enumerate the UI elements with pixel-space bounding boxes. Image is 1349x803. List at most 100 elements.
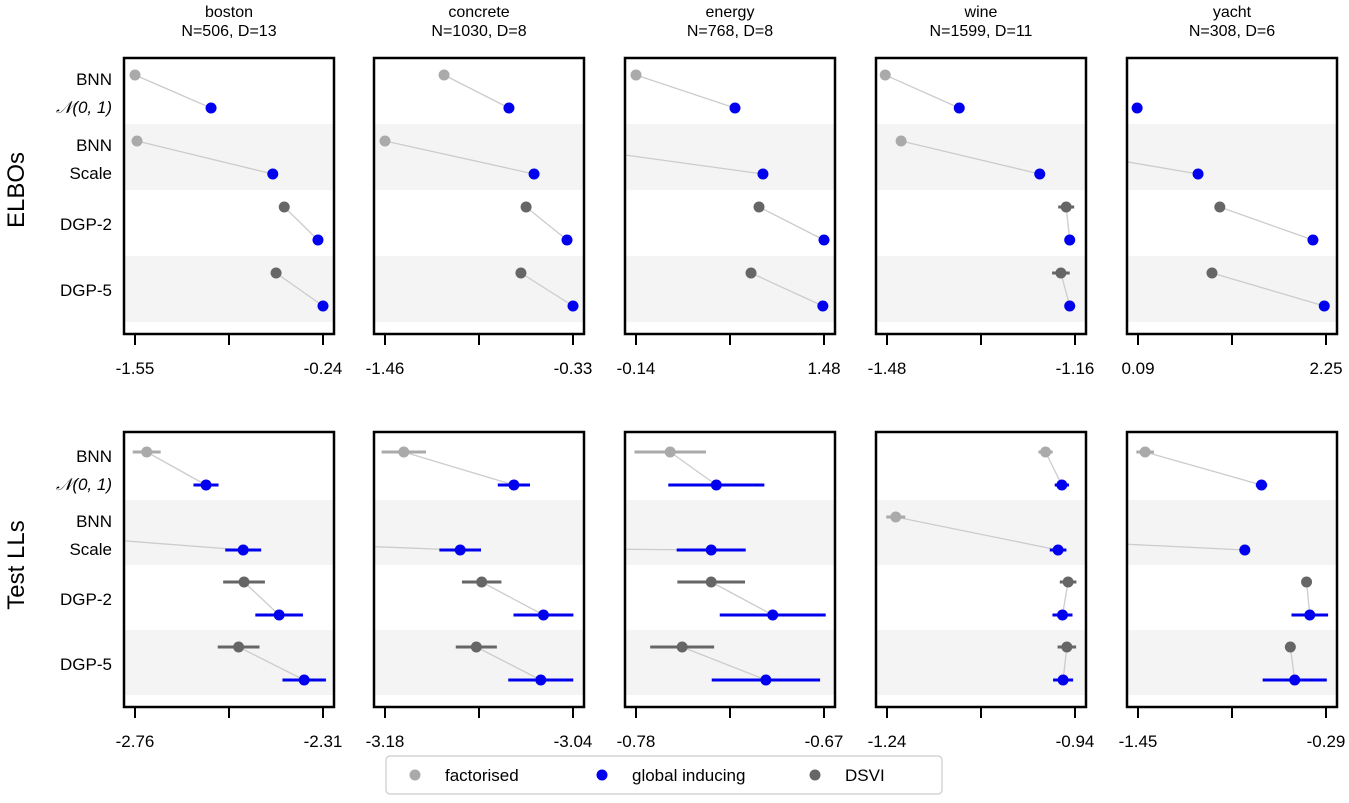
category-band	[1127, 500, 1337, 565]
connector-line	[136, 140, 273, 175]
dataset-subtitle: N=506, D=13	[181, 23, 276, 40]
connector-line	[750, 272, 824, 307]
category-band	[374, 124, 584, 190]
point-factorised	[141, 446, 153, 458]
point-dsvi	[520, 201, 532, 213]
connector-line	[443, 74, 510, 109]
connector-line	[1044, 451, 1063, 486]
connector-line	[476, 646, 542, 681]
category-band	[374, 565, 584, 630]
point-global-inducing	[1034, 168, 1046, 180]
row-ylabel: Test LLs	[3, 520, 30, 609]
point-global-inducing	[298, 674, 310, 686]
point-global-inducing	[710, 479, 722, 491]
point-factorised	[630, 69, 642, 81]
category-band	[625, 124, 835, 190]
category-band	[1127, 630, 1337, 695]
point-factorised	[1040, 446, 1052, 458]
connector-line	[283, 206, 319, 241]
point-global-inducing	[200, 479, 212, 491]
category-band	[374, 190, 584, 256]
category-band	[876, 565, 1086, 630]
legend-label: factorised	[445, 766, 519, 785]
panel-energy-elbos	[625, 58, 835, 322]
x-tick-label: -0.33	[554, 359, 593, 378]
category-label: DGP-2	[60, 590, 112, 609]
category-band	[374, 500, 584, 565]
point-global-inducing	[767, 609, 779, 621]
panel-yacht-test-lls	[1127, 435, 1337, 695]
panel-yacht-elbos	[1127, 58, 1337, 322]
point-global-inducing	[535, 674, 547, 686]
connector-line	[146, 451, 207, 486]
connector-line	[1065, 206, 1071, 241]
point-global-inducing	[818, 234, 830, 246]
point-factorised	[895, 135, 907, 147]
dataset-subtitle: N=1599, D=11	[930, 23, 1033, 40]
point-factorised	[879, 69, 891, 81]
point-global-inducing	[561, 234, 573, 246]
connector-line	[243, 581, 280, 616]
x-tick-label: -1.48	[868, 359, 907, 378]
connector-line	[275, 272, 324, 307]
category-band	[876, 500, 1086, 565]
x-tick-label: -0.29	[1307, 732, 1346, 751]
point-dsvi	[476, 576, 488, 588]
legend-label: DSVI	[845, 766, 885, 785]
point-dsvi	[676, 641, 688, 653]
x-tick-label: -2.31	[304, 732, 343, 751]
category-band	[625, 58, 835, 124]
x-tick-label: -0.14	[617, 359, 656, 378]
point-dsvi	[238, 576, 250, 588]
point-global-inducing	[1064, 234, 1076, 246]
point-factorised	[131, 135, 143, 147]
dataset-subtitle: N=768, D=8	[687, 23, 773, 40]
category-band	[124, 630, 334, 695]
category-band	[124, 500, 334, 565]
connector-line	[384, 140, 535, 175]
connector-line	[758, 206, 825, 241]
x-tick-label: -0.78	[617, 732, 656, 751]
connector-line	[1289, 646, 1296, 681]
x-tick-label: 1.48	[807, 359, 840, 378]
point-factorised	[664, 446, 676, 458]
category-band	[1127, 190, 1337, 256]
connector-line	[625, 154, 764, 175]
point-global-inducing	[1056, 609, 1068, 621]
point-dsvi	[270, 267, 282, 279]
connector-line	[481, 581, 544, 616]
category-band	[876, 630, 1086, 695]
point-global-inducing	[1239, 544, 1251, 556]
point-global-inducing	[817, 300, 829, 312]
point-dsvi	[470, 641, 482, 653]
point-global-inducing	[953, 102, 965, 114]
point-dsvi	[1214, 201, 1226, 213]
category-band	[876, 435, 1086, 500]
point-global-inducing	[237, 544, 249, 556]
dataset-title: concrete	[448, 4, 509, 21]
dataset-title: energy	[706, 4, 755, 21]
x-tick-label: -0.67	[805, 732, 844, 751]
connector-line	[1144, 451, 1262, 486]
connector-line	[520, 272, 574, 307]
legend-box	[385, 755, 943, 795]
x-tick-label: -1.55	[116, 359, 155, 378]
connector-line	[635, 74, 736, 109]
dataset-subtitle: N=308, D=6	[1189, 23, 1275, 40]
x-tick-label: -3.04	[554, 732, 593, 751]
connector-line	[884, 74, 960, 109]
point-factorised	[379, 135, 391, 147]
point-global-inducing	[1056, 479, 1068, 491]
point-dsvi	[1062, 576, 1074, 588]
category-band	[625, 435, 835, 500]
category-label: BNN	[76, 136, 112, 155]
point-dsvi	[1055, 267, 1067, 279]
point-dsvi	[278, 201, 290, 213]
category-label: BNN	[76, 70, 112, 89]
connector-line	[1061, 581, 1069, 616]
connector-line	[238, 646, 305, 681]
point-global-inducing	[1255, 479, 1267, 491]
category-band	[625, 565, 835, 630]
x-tick-label: -0.94	[1056, 732, 1095, 751]
point-dsvi	[1206, 267, 1218, 279]
